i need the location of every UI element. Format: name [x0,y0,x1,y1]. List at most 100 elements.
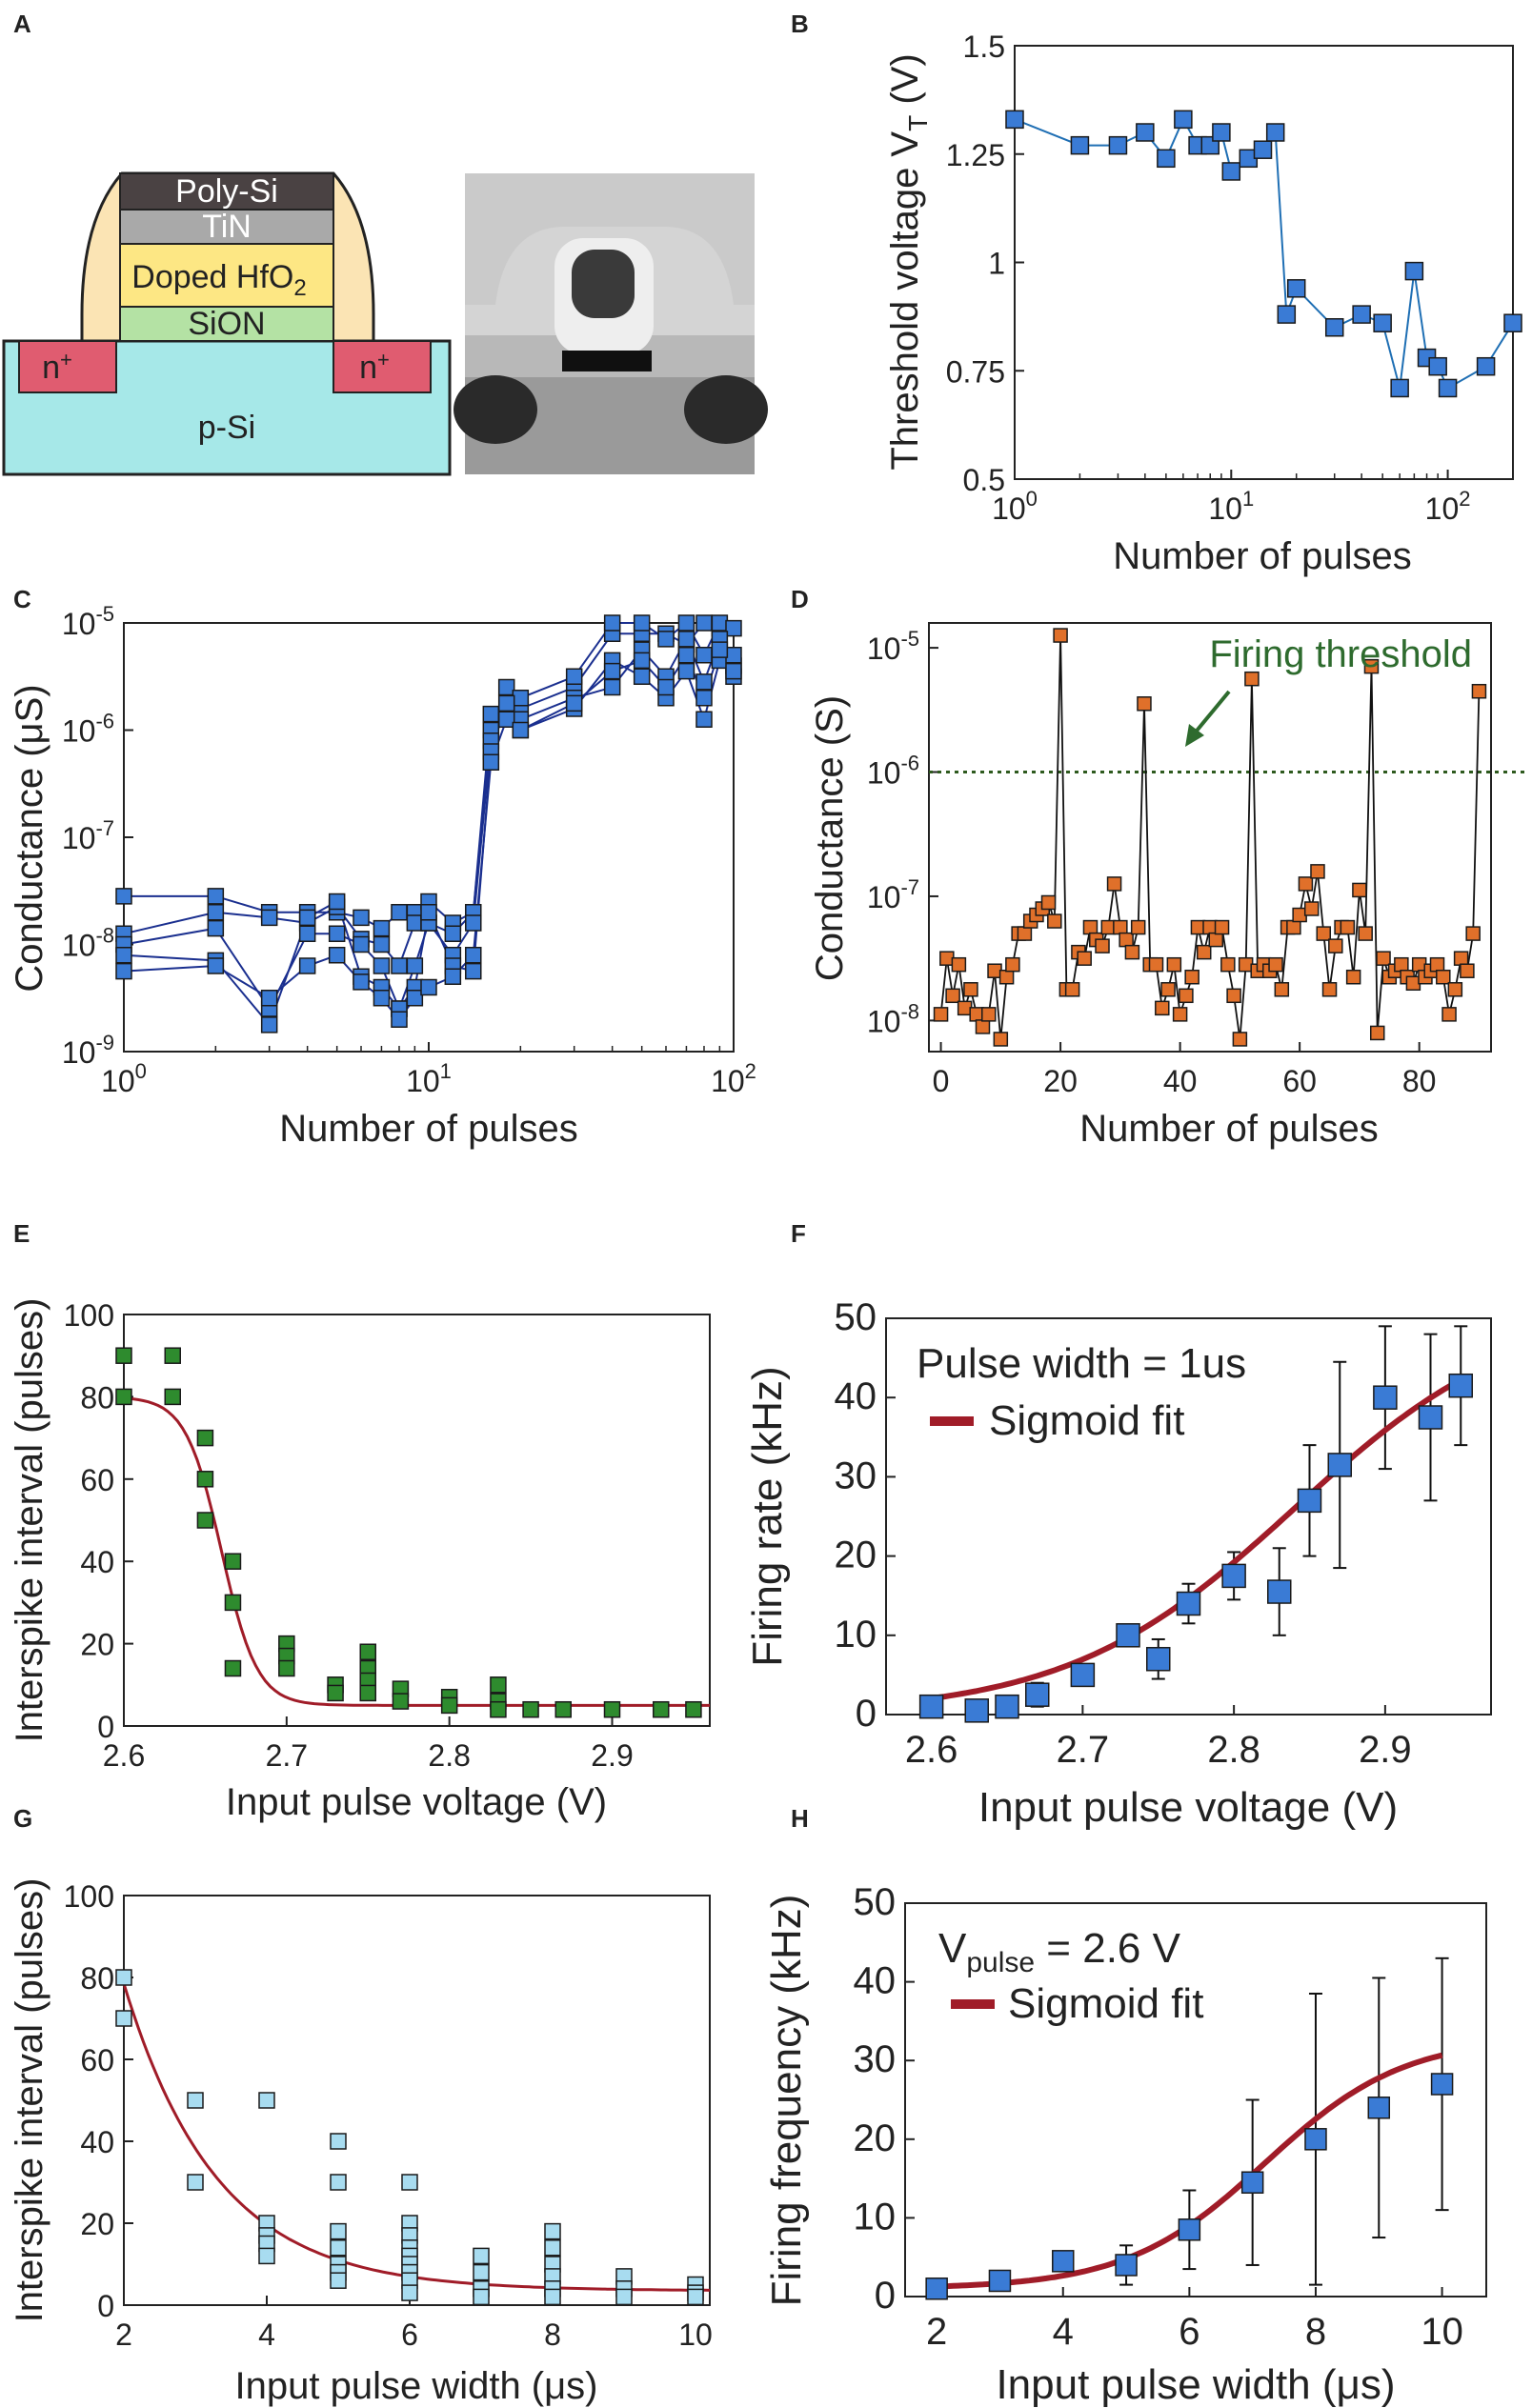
chart-g-point [115,2010,132,2027]
chart-b-point [1286,279,1306,298]
chart-d-point [1310,864,1325,879]
chart-c-point [260,909,278,927]
chart-d-xtick-label: 0 [933,1064,950,1098]
chart-e-point [440,1696,458,1715]
chart-c-point [633,668,651,685]
chart-g-ytick-label: 80 [80,1961,114,1996]
panel-label-a: A [13,10,31,38]
chart-g-xtick-label: 10 [678,2318,713,2352]
chart-e-point [196,1471,214,1488]
chart-d-point [1148,956,1164,973]
chart-e-point [554,1700,572,1718]
chart-f-point [1448,1373,1473,1398]
chart-d-point [1137,696,1152,712]
chart-g-point [544,2288,561,2306]
chart-d-point [1208,932,1224,948]
chart-d-point [1005,956,1020,973]
chart-g-point [401,2174,418,2191]
chart-b-point [1404,261,1424,281]
chart-b-point [1503,313,1522,332]
chart-f-xtick-label: 2.9 [1359,1729,1412,1771]
chart-c-ylabel: Conductance (μS) [9,684,50,992]
chart-h-point [1178,2218,1201,2241]
chart-c-point [420,978,437,996]
chart-c-point [677,631,695,648]
chart-e-ytick-label: 60 [80,1463,114,1497]
chart-c-point [633,614,651,632]
chart-d-point [1376,951,1391,966]
chart-f-ytick-label: 10 [835,1614,877,1656]
chart-g-point [544,2239,561,2257]
chart-b-point [1428,356,1447,376]
tin-layer [119,209,334,245]
sion-label: SiON [188,306,265,342]
chart-g-ytick-label: 60 [80,2043,114,2077]
chart-b-ytick-label: 1 [988,247,1005,281]
chart-c-point [406,990,424,1007]
chart-d-point [951,956,967,973]
chart-f-ytick-label: 20 [835,1535,877,1576]
chart-g-point [330,2133,347,2150]
chart-f-point [1025,1682,1050,1707]
chart-d-point [1298,876,1314,892]
chart-f-point [1267,1579,1292,1604]
chart-f-ytick-label: 30 [835,1455,877,1496]
chart-h-ytick-label: 20 [854,2117,897,2159]
chart-g-xtick-label: 8 [544,2318,561,2352]
chart-d-point [1017,926,1033,941]
chart-d-point [1352,882,1367,898]
chart-c-point [465,914,482,932]
chart-g-point [544,2222,561,2240]
chart-d-point [1196,944,1212,960]
chart-f-point [1070,1662,1096,1688]
chart-c-point [373,990,391,1007]
chart-c-point [677,662,695,680]
chart-e-point [224,1553,242,1570]
chart-f-legend-label: Sigmoid fit [989,1397,1184,1444]
chart-b-point [1390,378,1409,398]
chart-c-point [373,919,391,937]
chart-h-legend-label: Sigmoid fit [1008,1980,1203,2027]
chart-d-frame [928,622,1492,1053]
chart-d-point [1244,671,1260,687]
chart-d-xtick-label: 80 [1402,1064,1437,1098]
chart-e: 2.6 2.7 2.8 2.9 0 20 40 60 80 100 Input pulse vol… [9,1298,711,1823]
chart-h-point [988,2269,1012,2293]
chart-d-ytick-label: 10-6 [867,752,919,791]
chart-f-legend-title: Pulse width = 1us [917,1340,1246,1387]
chart-e-point [196,1512,214,1529]
chart-c-xlabel: Number of pulses [279,1108,577,1150]
sion-layer [119,306,334,342]
chart-d-point [1358,926,1373,941]
chart-c-point [603,662,621,680]
chart-c-point [373,957,391,974]
chart-h-xtick-label: 2 [926,2311,947,2353]
chart-f-point [1418,1405,1443,1430]
chart-g-point [615,2288,633,2306]
chart-b-point [1352,305,1371,324]
chart-e-point [224,1594,242,1612]
chart-d-point [1124,944,1140,960]
tem-dielectric [562,351,652,371]
chart-d-xtick-label: 60 [1282,1064,1317,1098]
chart-e-xtick-label: 2.9 [591,1738,633,1773]
chart-d-point [1047,913,1062,929]
chart-g-point [330,2272,347,2289]
chart-h-point [1304,2128,1327,2151]
panel-label-h: H [791,1804,809,1833]
chart-c-point [353,935,370,953]
chart-b-point [1174,110,1193,130]
chart-d-point [1130,919,1146,935]
chart-d-point [1340,919,1356,935]
chart-c-point [298,925,316,942]
chart-g-ytick-label: 40 [80,2125,114,2159]
chart-b-point [1005,110,1024,130]
tem-micrograph [454,173,768,474]
chart-g-xlabel: Input pulse width (μs) [235,2365,598,2407]
chart-g-point [687,2288,704,2306]
chart-h-xtick-label: 4 [1053,2311,1074,2353]
chart-d-point [1119,932,1134,948]
chart-f-point [1176,1591,1201,1616]
source-region [18,340,117,393]
chart-f-point [964,1698,989,1723]
